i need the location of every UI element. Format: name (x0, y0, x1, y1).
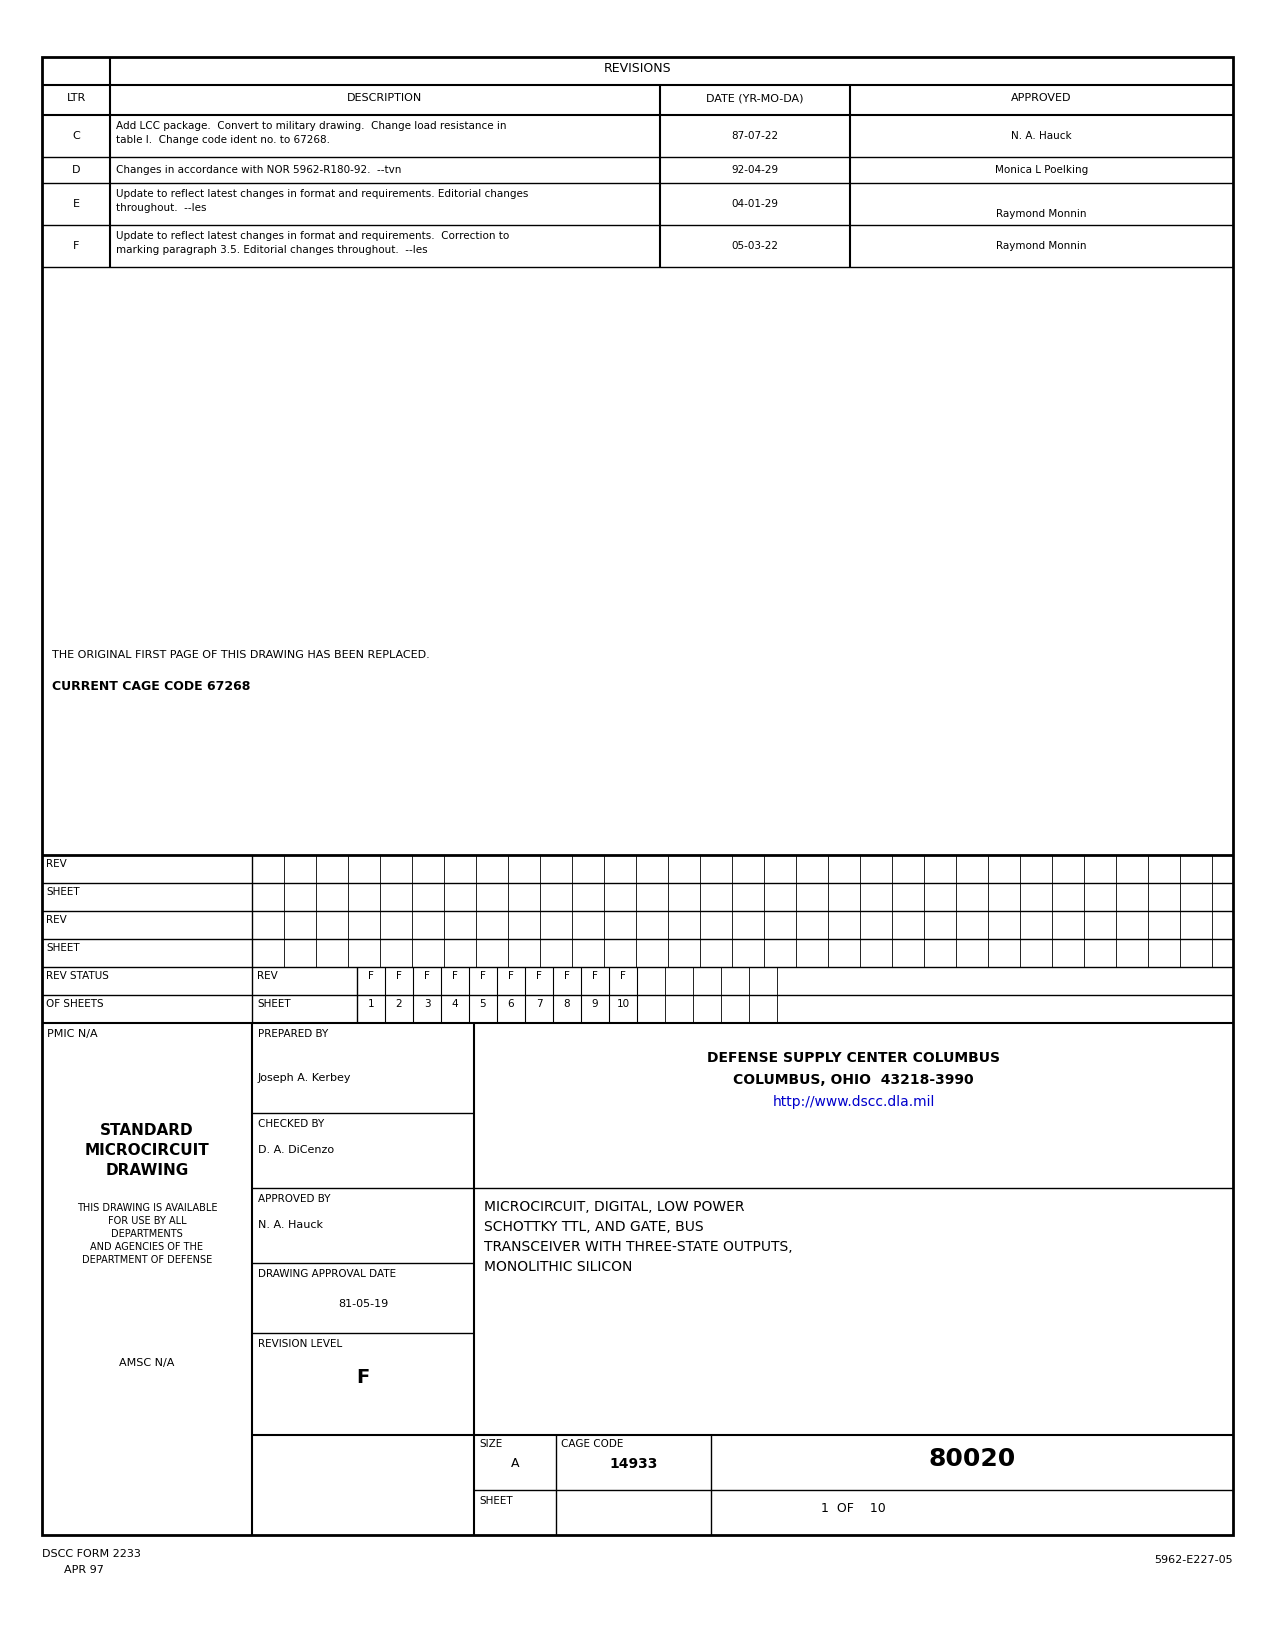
Text: THE ORIGINAL FIRST PAGE OF THIS DRAWING HAS BEEN REPLACED.: THE ORIGINAL FIRST PAGE OF THIS DRAWING … (52, 650, 430, 660)
Text: N. A. Hauck: N. A. Hauck (258, 1220, 323, 1230)
Text: STANDARD: STANDARD (101, 1123, 194, 1138)
Text: 04-01-29: 04-01-29 (732, 200, 779, 210)
Text: D: D (71, 165, 80, 175)
Text: DRAWING APPROVAL DATE: DRAWING APPROVAL DATE (258, 1270, 397, 1280)
Text: Raymond Monnin: Raymond Monnin (996, 210, 1086, 220)
Text: DRAWING: DRAWING (106, 1162, 189, 1179)
Text: Joseph A. Kerbey: Joseph A. Kerbey (258, 1073, 352, 1083)
Text: F: F (368, 971, 374, 981)
Text: http://www.dscc.dla.mil: http://www.dscc.dla.mil (773, 1095, 935, 1109)
Text: throughout.  --les: throughout. --les (116, 203, 207, 213)
Text: 1: 1 (367, 999, 375, 1009)
Text: THIS DRAWING IS AVAILABLE: THIS DRAWING IS AVAILABLE (76, 1204, 217, 1213)
Text: CAGE CODE: CAGE CODE (561, 1440, 623, 1450)
Text: COLUMBUS, OHIO  43218-3990: COLUMBUS, OHIO 43218-3990 (733, 1073, 974, 1086)
Text: 5962-E227-05: 5962-E227-05 (1154, 1555, 1233, 1565)
Text: PREPARED BY: PREPARED BY (258, 1029, 328, 1038)
Text: CHECKED BY: CHECKED BY (258, 1119, 324, 1129)
Text: Monica L Poelking: Monica L Poelking (994, 165, 1088, 175)
Text: SCHOTTKY TTL, AND GATE, BUS: SCHOTTKY TTL, AND GATE, BUS (484, 1220, 704, 1233)
Text: 6: 6 (507, 999, 514, 1009)
Text: F: F (536, 971, 542, 981)
Text: table I.  Change code ident no. to 67268.: table I. Change code ident no. to 67268. (116, 135, 330, 145)
Text: F: F (73, 241, 79, 251)
Text: N. A. Hauck: N. A. Hauck (1011, 130, 1072, 140)
Text: F: F (481, 971, 486, 981)
Text: 10: 10 (616, 999, 630, 1009)
Text: MICROCIRCUIT: MICROCIRCUIT (84, 1142, 209, 1157)
Text: SHEET: SHEET (258, 999, 291, 1009)
Text: C: C (73, 130, 80, 140)
Text: DSCC FORM 2233: DSCC FORM 2233 (42, 1549, 140, 1559)
Text: F: F (397, 971, 402, 981)
Text: PMIC N/A: PMIC N/A (47, 1029, 98, 1038)
Text: TRANSCEIVER WITH THREE-STATE OUTPUTS,: TRANSCEIVER WITH THREE-STATE OUTPUTS, (484, 1240, 793, 1255)
Text: AND AGENCIES OF THE: AND AGENCIES OF THE (91, 1242, 204, 1251)
Text: REV STATUS: REV STATUS (46, 971, 108, 981)
Text: OF SHEETS: OF SHEETS (46, 999, 103, 1009)
Text: Update to reflect latest changes in format and requirements.  Correction to: Update to reflect latest changes in form… (116, 231, 509, 241)
Text: REV: REV (258, 971, 278, 981)
Text: marking paragraph 3.5. Editorial changes throughout.  --les: marking paragraph 3.5. Editorial changes… (116, 244, 427, 254)
Text: DEPARTMENTS: DEPARTMENTS (111, 1228, 182, 1238)
Text: 80020: 80020 (928, 1446, 1016, 1471)
Text: SIZE: SIZE (479, 1440, 502, 1450)
Text: CURRENT CAGE CODE 67268: CURRENT CAGE CODE 67268 (52, 680, 250, 693)
Text: APPROVED: APPROVED (1011, 92, 1072, 102)
Text: DESCRIPTION: DESCRIPTION (347, 92, 422, 102)
Text: F: F (507, 971, 514, 981)
Text: FOR USE BY ALL: FOR USE BY ALL (107, 1217, 186, 1227)
Text: MICROCIRCUIT, DIGITAL, LOW POWER: MICROCIRCUIT, DIGITAL, LOW POWER (484, 1200, 745, 1213)
Bar (42, 58, 1233, 1535)
Text: F: F (620, 971, 626, 981)
Text: 92-04-29: 92-04-29 (732, 165, 779, 175)
Text: DATE (YR-MO-DA): DATE (YR-MO-DA) (706, 92, 803, 102)
Text: A: A (511, 1456, 519, 1469)
Text: SHEET: SHEET (479, 1496, 513, 1506)
Text: D. A. DiCenzo: D. A. DiCenzo (258, 1146, 334, 1156)
Text: 87-07-22: 87-07-22 (732, 130, 779, 140)
Text: Update to reflect latest changes in format and requirements. Editorial changes: Update to reflect latest changes in form… (116, 188, 528, 200)
Text: MONOLITHIC SILICON: MONOLITHIC SILICON (484, 1260, 632, 1275)
Text: 9: 9 (592, 999, 598, 1009)
Text: 5: 5 (479, 999, 486, 1009)
Text: 14933: 14933 (609, 1456, 658, 1471)
Text: REV: REV (46, 915, 66, 925)
Text: APR 97: APR 97 (64, 1565, 103, 1575)
Text: 7: 7 (536, 999, 542, 1009)
Text: F: F (592, 971, 598, 981)
Text: F: F (453, 971, 458, 981)
Text: Changes in accordance with NOR 5962-R180-92.  --tvn: Changes in accordance with NOR 5962-R180… (116, 165, 402, 175)
Text: SHEET: SHEET (46, 887, 79, 896)
Text: 81-05-19: 81-05-19 (338, 1299, 388, 1309)
Text: Add LCC package.  Convert to military drawing.  Change load resistance in: Add LCC package. Convert to military dra… (116, 121, 506, 130)
Text: 05-03-22: 05-03-22 (732, 241, 779, 251)
Text: LTR: LTR (66, 92, 85, 102)
Text: F: F (425, 971, 430, 981)
Text: Raymond Monnin: Raymond Monnin (996, 241, 1086, 251)
Text: SHEET: SHEET (46, 943, 79, 953)
Text: REVISIONS: REVISIONS (603, 63, 672, 74)
Text: E: E (73, 200, 79, 210)
Text: 1  OF    10: 1 OF 10 (821, 1502, 886, 1516)
Text: F: F (564, 971, 570, 981)
Text: 8: 8 (564, 999, 570, 1009)
Text: F: F (357, 1369, 370, 1387)
Text: DEPARTMENT OF DEFENSE: DEPARTMENT OF DEFENSE (82, 1255, 212, 1265)
Text: 3: 3 (423, 999, 430, 1009)
Text: REV: REV (46, 859, 66, 868)
Text: REVISION LEVEL: REVISION LEVEL (258, 1339, 342, 1349)
Text: APPROVED BY: APPROVED BY (258, 1194, 330, 1204)
Text: 4: 4 (451, 999, 458, 1009)
Text: AMSC N/A: AMSC N/A (120, 1359, 175, 1369)
Text: 2: 2 (395, 999, 403, 1009)
Text: DEFENSE SUPPLY CENTER COLUMBUS: DEFENSE SUPPLY CENTER COLUMBUS (708, 1052, 1000, 1065)
